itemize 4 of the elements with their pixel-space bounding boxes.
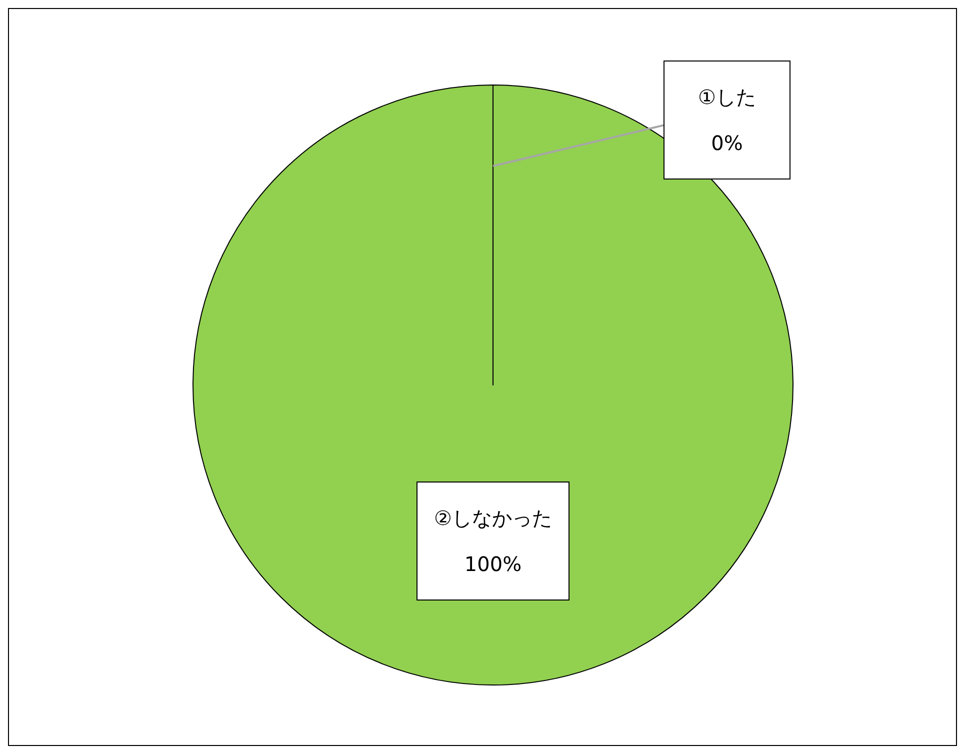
category-label: ①した [698, 85, 756, 109]
text: 0% [711, 131, 743, 155]
slice-label: ②しなかった [434, 506, 552, 530]
data-label: 100% [464, 552, 522, 576]
